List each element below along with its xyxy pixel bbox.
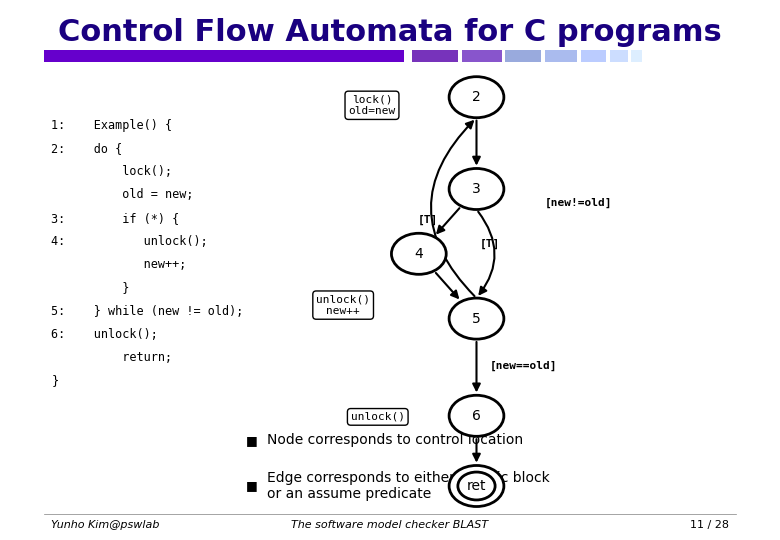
Bar (44, 50, 404, 62)
Text: ■: ■ (246, 434, 257, 447)
Circle shape (392, 233, 446, 274)
FancyArrowPatch shape (473, 439, 480, 461)
Bar (412, 50, 459, 62)
Text: }: } (51, 281, 129, 294)
Bar (610, 50, 628, 62)
Text: [T]: [T] (418, 215, 438, 225)
Bar (632, 50, 642, 62)
Bar (462, 50, 502, 62)
Bar (581, 50, 606, 62)
Circle shape (449, 465, 504, 507)
Text: lock();: lock(); (51, 165, 172, 178)
Text: 2: 2 (472, 90, 480, 104)
Text: ■: ■ (246, 480, 257, 492)
Text: [new==old]: [new==old] (490, 361, 557, 370)
Text: 5: 5 (472, 312, 480, 326)
Circle shape (449, 395, 504, 436)
Text: unlock()
new++: unlock() new++ (316, 294, 370, 316)
Text: [T]: [T] (480, 239, 499, 249)
Text: unlock(): unlock() (351, 412, 405, 422)
Text: 5:    } while (new != old);: 5: } while (new != old); (51, 305, 243, 318)
Circle shape (458, 472, 495, 500)
Text: old = new;: old = new; (51, 188, 193, 201)
FancyArrowPatch shape (438, 208, 459, 233)
Circle shape (449, 168, 504, 210)
Text: 11 / 28: 11 / 28 (690, 520, 729, 530)
Text: 6: 6 (472, 409, 481, 423)
FancyArrowPatch shape (478, 212, 495, 294)
Text: Control Flow Automata for C programs: Control Flow Automata for C programs (58, 18, 722, 47)
Text: 4:           unlock();: 4: unlock(); (51, 235, 208, 248)
Text: Edge corresponds to either a basic block
or an assume predicate: Edge corresponds to either a basic block… (268, 471, 550, 501)
FancyArrowPatch shape (473, 120, 480, 164)
Text: }: } (51, 374, 58, 387)
Text: lock()
old=new: lock() old=new (349, 94, 395, 116)
FancyArrowPatch shape (436, 273, 458, 298)
Text: 3: 3 (472, 182, 480, 196)
Text: Yunho Kim@pswlab: Yunho Kim@pswlab (51, 520, 160, 530)
Text: ret: ret (466, 479, 486, 493)
Text: return;: return; (51, 351, 172, 364)
FancyArrowPatch shape (473, 342, 480, 390)
Bar (545, 50, 577, 62)
Text: Node corresponds to control location: Node corresponds to control location (268, 433, 523, 447)
Text: 3:        if (*) {: 3: if (*) { (51, 212, 179, 225)
Text: 6:    unlock();: 6: unlock(); (51, 328, 158, 341)
Text: new++;: new++; (51, 258, 186, 271)
Text: 2:    do {: 2: do { (51, 142, 122, 155)
Text: 4: 4 (414, 247, 424, 261)
Bar (505, 50, 541, 62)
Circle shape (449, 77, 504, 118)
Text: 1:    Example() {: 1: Example() { (51, 119, 172, 132)
Circle shape (449, 298, 504, 339)
Text: [new!=old]: [new!=old] (545, 198, 612, 207)
Text: The software model checker BLAST: The software model checker BLAST (292, 520, 488, 530)
FancyArrowPatch shape (431, 122, 474, 296)
